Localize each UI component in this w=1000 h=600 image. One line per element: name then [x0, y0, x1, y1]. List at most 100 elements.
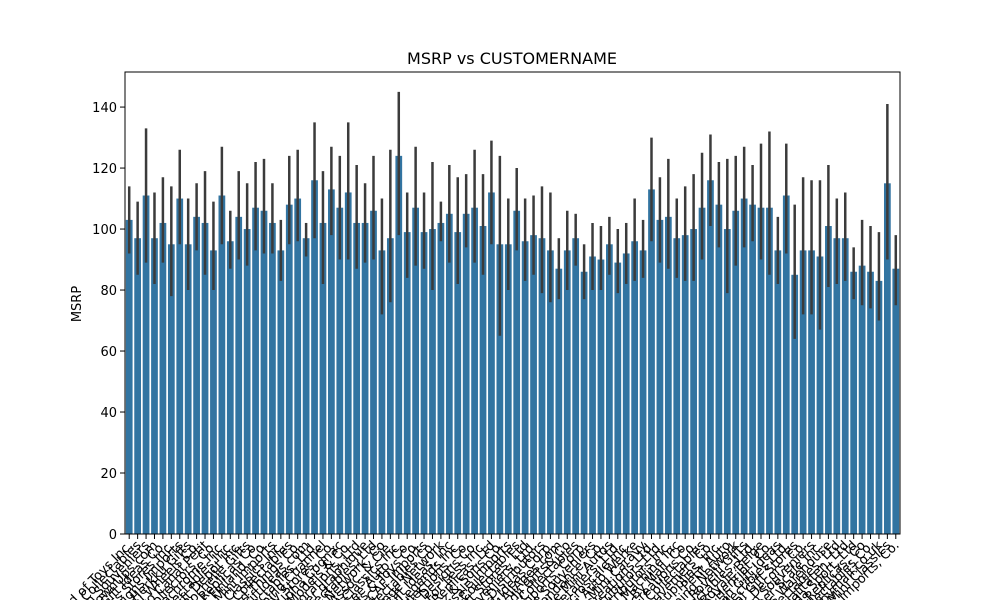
bar: [269, 222, 276, 534]
bar: [572, 238, 580, 535]
bar: [437, 222, 445, 534]
bar: [825, 226, 832, 534]
bar: [294, 198, 302, 535]
bar: [850, 271, 858, 534]
bar: [791, 274, 799, 534]
bar: [749, 204, 756, 534]
bar: [454, 232, 462, 535]
bar: [563, 250, 571, 534]
bar: [782, 195, 790, 534]
bar: [285, 204, 293, 534]
bar: [462, 213, 470, 534]
y-axis-label: MSRP: [70, 286, 85, 323]
bar: [707, 180, 714, 534]
bar: [698, 207, 706, 534]
bar: [656, 219, 664, 534]
bar: [134, 238, 142, 535]
bar: [479, 226, 487, 534]
bar: [774, 250, 782, 534]
bar: [395, 155, 403, 534]
bar: [614, 262, 622, 534]
bar: [488, 192, 495, 534]
bar: [504, 244, 512, 534]
bar: [277, 250, 285, 534]
bar: [252, 207, 259, 534]
bar: [176, 198, 184, 535]
bar: [841, 238, 849, 535]
y-tick-label: 80: [100, 284, 117, 299]
bar: [757, 207, 765, 534]
bar: [319, 222, 327, 534]
bar: [597, 259, 605, 534]
y-tick-label: 140: [92, 101, 117, 116]
bar: [184, 244, 192, 534]
bar: [496, 244, 504, 534]
bar: [808, 250, 815, 534]
bar: [344, 192, 352, 534]
bar: [336, 207, 344, 534]
bar: [555, 268, 563, 534]
bar: [403, 232, 411, 535]
bar: [538, 238, 546, 535]
bar: [445, 213, 453, 534]
bar: [867, 271, 874, 534]
bar: [580, 271, 588, 534]
bar: [639, 250, 647, 534]
bar: [648, 189, 655, 534]
bar: [723, 229, 731, 534]
bar: [193, 216, 200, 534]
bar: [816, 256, 824, 534]
bar: [732, 210, 740, 534]
bar: [361, 222, 369, 534]
bar: [125, 219, 133, 534]
bar: [260, 210, 268, 534]
bar: [412, 207, 419, 534]
bar: [429, 229, 436, 534]
bar: [226, 241, 234, 534]
bar: [386, 238, 394, 535]
bar: [883, 183, 891, 534]
bar: [521, 241, 529, 534]
y-tick-label: 40: [100, 406, 117, 421]
bar: [833, 238, 841, 535]
y-tick-label: 20: [100, 467, 117, 482]
y-tick-label: 100: [92, 223, 117, 238]
bar: [328, 189, 335, 534]
bar: [235, 216, 243, 534]
bar: [513, 210, 521, 534]
bar: [151, 238, 158, 535]
bar: [142, 195, 150, 534]
bar: [589, 256, 596, 534]
bar: [892, 268, 900, 534]
y-tick-label: 0: [109, 528, 117, 543]
y-tick-label: 120: [92, 162, 117, 177]
bar: [167, 244, 175, 534]
bar: [311, 180, 318, 534]
bar: [681, 235, 689, 535]
bar: [673, 238, 681, 535]
bar: [799, 250, 807, 534]
bar: [420, 232, 428, 535]
bar: [740, 198, 748, 535]
bar: [370, 210, 377, 534]
bar: [547, 250, 554, 534]
y-tick-label: 60: [100, 345, 117, 360]
bar: [875, 280, 883, 534]
bar: [858, 265, 866, 534]
bar: [302, 238, 310, 535]
bar: [530, 235, 537, 535]
bar: [766, 207, 773, 534]
bar: [210, 250, 217, 534]
chart-title: MSRP vs CUSTOMERNAME: [407, 49, 617, 68]
bar: [715, 204, 723, 534]
bar: [622, 253, 630, 534]
bar: [218, 195, 226, 534]
bar: [201, 222, 209, 534]
bar: [631, 241, 639, 534]
bar: [606, 244, 613, 534]
bar: [664, 216, 672, 534]
bar: [471, 207, 478, 534]
bar: [159, 222, 167, 534]
bar: [690, 229, 697, 534]
